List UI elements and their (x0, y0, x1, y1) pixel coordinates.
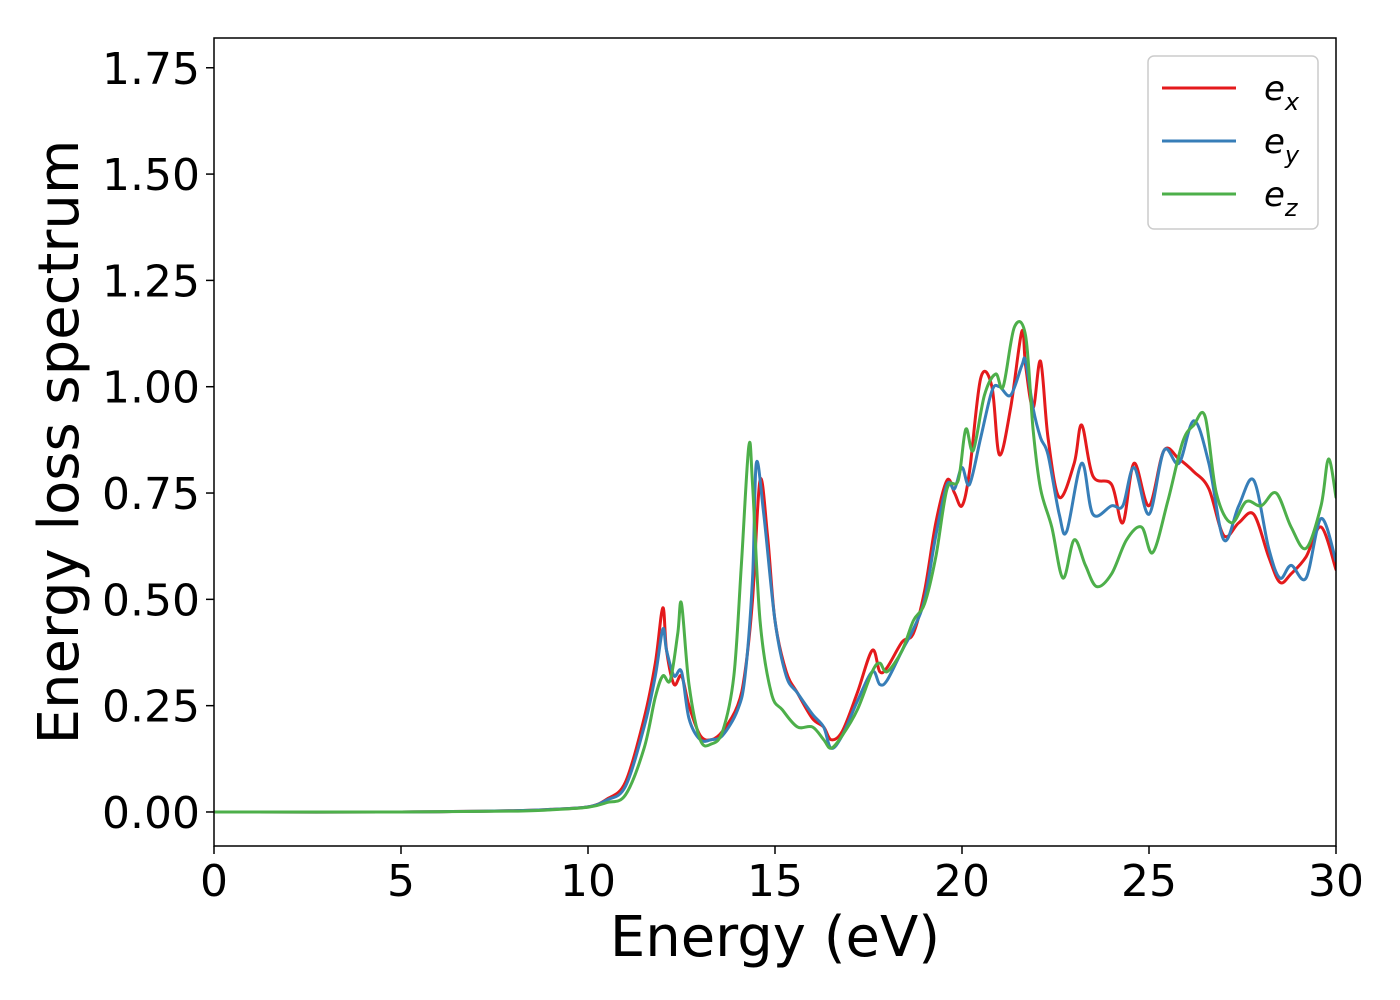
y-tick-label: 1.50 (102, 150, 200, 201)
y-axis-title: Energy loss spectrum (27, 140, 92, 745)
series-line-e-y (214, 356, 1336, 814)
y-tick-label: 1.25 (102, 256, 200, 307)
x-tick-label: 30 (1308, 856, 1364, 907)
y-tick-label: 1.75 (102, 44, 200, 95)
y-axis: 0.00 0.25 0.50 0.75 1.00 1.25 1.50 1.75 (102, 44, 214, 839)
x-tick-label: 5 (387, 856, 415, 907)
y-tick-label: 0.25 (102, 682, 200, 733)
x-tick-label: 15 (747, 856, 803, 907)
y-tick-label: 0.00 (102, 788, 200, 839)
series-line-e-z (214, 320, 1336, 814)
x-tick-label: 0 (200, 856, 228, 907)
y-tick-label: 0.75 (102, 469, 200, 520)
y-tick-label: 1.00 (102, 363, 200, 414)
x-tick-label: 10 (560, 856, 616, 907)
x-axis: 0 5 10 15 20 25 30 (200, 846, 1364, 907)
legend-label-y: ey (1264, 122, 1300, 169)
y-tick-label: 0.50 (102, 575, 200, 626)
series-layer (214, 320, 1336, 814)
x-axis-title: Energy (eV) (610, 905, 940, 970)
x-tick-label: 25 (1121, 856, 1177, 907)
x-tick-label: 20 (934, 856, 990, 907)
